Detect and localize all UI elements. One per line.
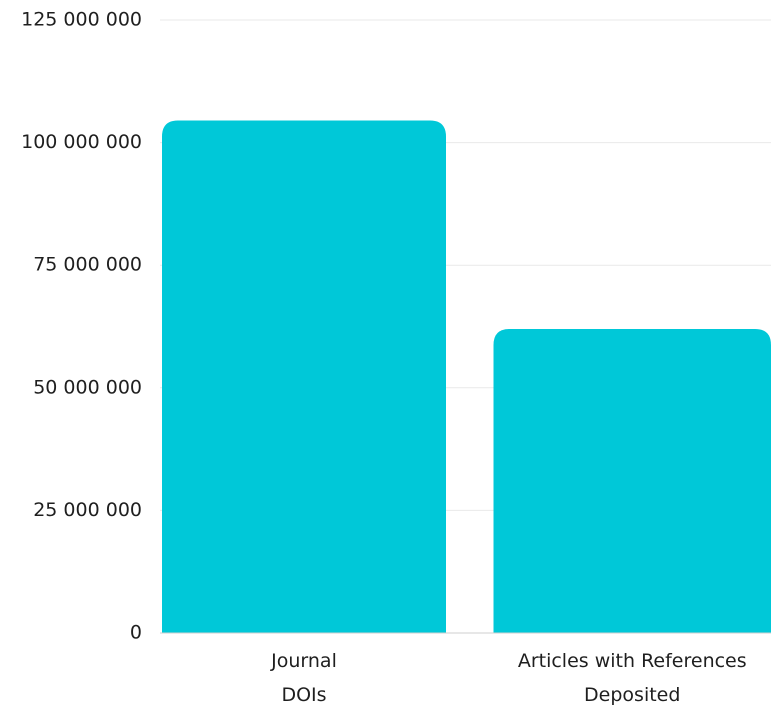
y-tick-label: 100 000 000	[21, 131, 142, 153]
y-axis-tick-labels: 0 25 000 000 50 000 000 75 000 000 100 000 0…	[21, 9, 142, 644]
y-tick-label: 75 000 000	[33, 254, 142, 276]
y-tick-label: 0	[130, 622, 142, 644]
y-tick-label: 125 000 000	[21, 9, 142, 31]
category-label: Deposited	[584, 684, 680, 706]
y-tick-label: 50 000 000	[33, 376, 142, 398]
category-label: Journal	[270, 650, 337, 672]
bar-1	[493, 328, 771, 633]
bars	[162, 120, 771, 634]
category-label: Articles with References	[518, 650, 747, 672]
bar-0	[162, 120, 446, 634]
category-label: DOIs	[281, 684, 326, 706]
y-tick-label: 25 000 000	[33, 499, 142, 521]
x-axis-category-labels: Journal DOIs Articles with References Depos…	[270, 650, 747, 706]
